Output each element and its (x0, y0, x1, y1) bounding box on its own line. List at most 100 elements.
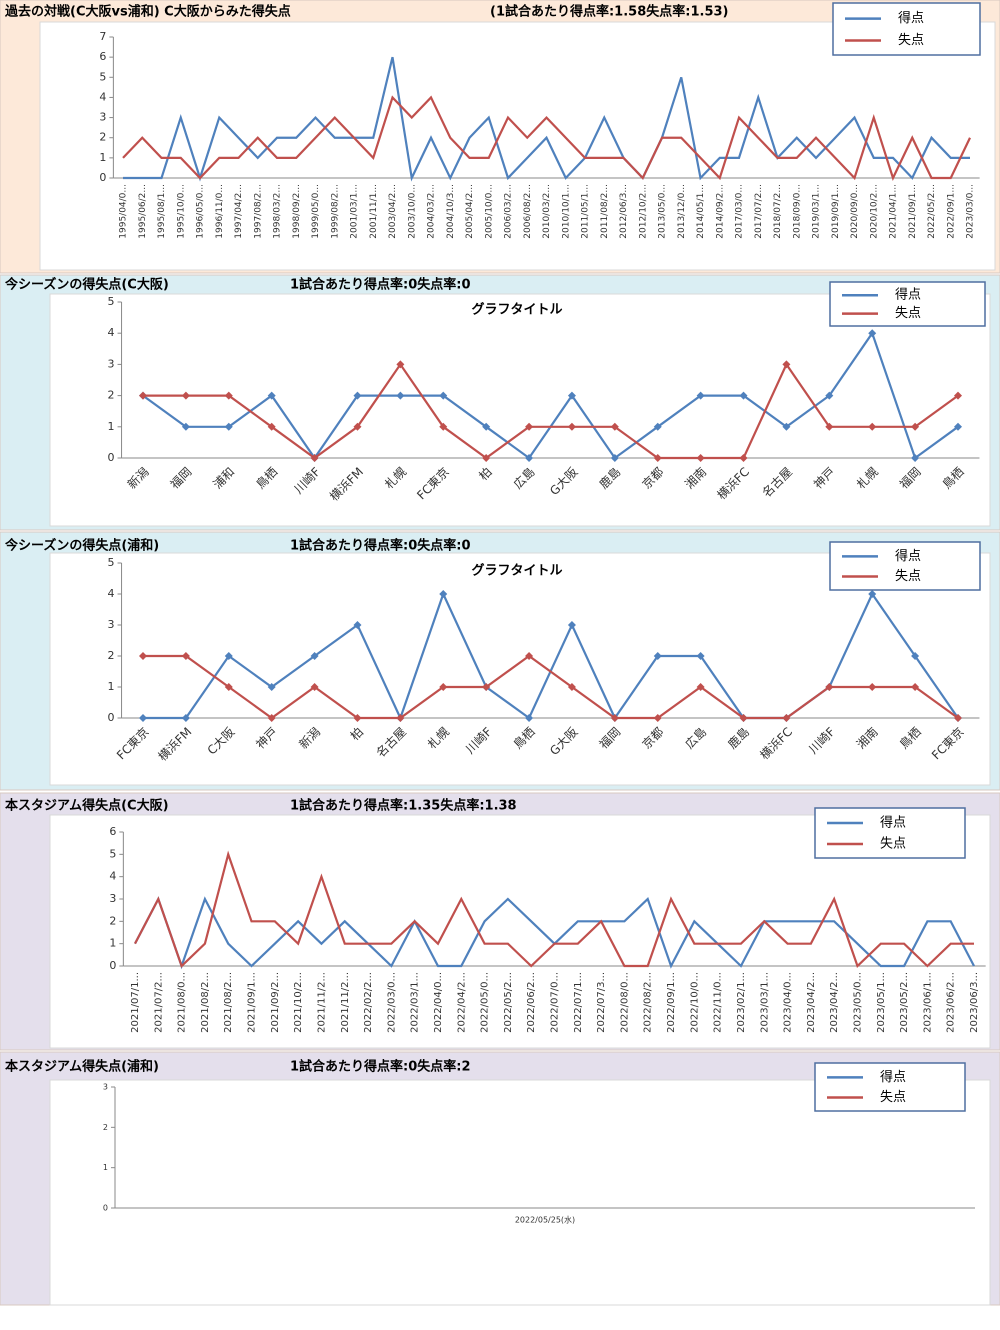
section-title: 今シーズンの得失点(浦和) (4, 538, 159, 554)
y-tick-label: 3 (99, 111, 106, 124)
x-tick-label: 1997/04/2... (234, 184, 244, 239)
point-marker (267, 714, 276, 722)
x-tick-label: 2023/05/0... (852, 972, 863, 1033)
x-tick-label: 2013/05/0... (658, 184, 668, 239)
x-tick-label: 2021/11/2... (316, 972, 327, 1033)
section-rates: 1試合あたり得点率:0失点率:2 (290, 1059, 471, 1075)
point-marker (353, 422, 362, 431)
x-tick-label: 2005/10/0... (484, 184, 494, 239)
point-marker (825, 683, 834, 691)
point-marker (139, 652, 147, 660)
x-tick-label: 2019/03/1... (812, 184, 822, 239)
legend-label: 失点 (898, 33, 924, 48)
x-tick-label: 2020/09/0... (850, 184, 860, 239)
x-tick-label: 2010/10/1... (561, 184, 571, 239)
y-tick-label: 3 (108, 618, 115, 631)
point-marker (353, 714, 362, 722)
x-tick-label: 2021/07/1... (130, 972, 141, 1033)
legend-label: 失点 (880, 837, 906, 852)
x-tick-label: 2023/05/2... (899, 972, 910, 1033)
legend-label: 失点 (895, 569, 921, 584)
legend-label: 得点 (895, 287, 921, 303)
x-tick-label: 2022/03/0... (386, 972, 397, 1033)
y-tick-label: 0 (99, 171, 106, 184)
x-tick-label: 2001/03/1... (350, 184, 360, 239)
x-tick-label: 2022/04/0... (433, 972, 444, 1033)
point-marker (911, 422, 920, 431)
x-tick-label: 2005/04/2... (465, 184, 475, 239)
x-tick-label: 2021/09/1... (908, 184, 918, 239)
y-tick-label: 5 (108, 556, 115, 569)
point-marker (181, 714, 190, 722)
point-marker (224, 391, 233, 400)
point-marker (868, 590, 877, 598)
x-tick-label: 1995/08/1... (157, 184, 167, 239)
legend-box (829, 541, 981, 591)
x-tick-label: 2011/05/1... (581, 184, 591, 239)
point-marker (224, 683, 233, 691)
chart-title: グラフタイトル (471, 302, 562, 318)
x-tick-label: 2023/06/2... (946, 972, 957, 1033)
x-tick-label: 2022/08/2... (643, 972, 654, 1033)
point-marker (139, 391, 147, 400)
x-tick-label: 2022/05/2... (927, 184, 937, 239)
y-tick-label: 4 (99, 90, 106, 103)
point-marker (567, 683, 576, 691)
x-tick-label: 2012/10/2... (638, 184, 648, 239)
point-marker (653, 714, 662, 722)
y-tick-label: 5 (108, 295, 115, 308)
x-tick-label: 2021/08/2... (223, 972, 234, 1033)
y-tick-label: 3 (108, 357, 115, 370)
point-marker (396, 714, 405, 722)
legend-label: 失点 (895, 306, 921, 321)
point-marker (653, 454, 662, 462)
point-marker (696, 652, 705, 660)
legend-box (829, 281, 986, 327)
x-tick-label: 2023/06/1... (922, 972, 933, 1033)
x-tick-label: 2022/08/0... (619, 972, 630, 1033)
section-rates: 1試合あたり得点率:0失点率:0 (290, 277, 471, 293)
x-tick-label: 2014/09/2... (715, 184, 725, 239)
legend-box (814, 1062, 966, 1112)
y-tick-label: 1 (99, 151, 106, 164)
point-marker (911, 454, 920, 462)
point-marker (868, 422, 877, 431)
chart-area (49, 293, 991, 527)
x-tick-label: 2012/06/3... (619, 184, 629, 239)
point-marker (825, 391, 834, 400)
point-marker (653, 422, 662, 431)
y-tick-label: 1 (103, 1163, 108, 1172)
point-marker (567, 621, 576, 629)
point-marker (610, 422, 619, 431)
legend-label: 得点 (880, 815, 906, 831)
x-tick-label: 2023/06/3... (969, 972, 980, 1033)
x-tick-label: 2014/05/1... (696, 184, 706, 239)
x-tick-label: 1998/03/2... (273, 184, 283, 239)
section-rates: (1試合あたり得点率:1.58失点率:1.53) (490, 4, 728, 20)
point-marker (224, 422, 233, 431)
x-tick-label: 2022/02/2... (363, 972, 374, 1033)
x-tick-label: 1995/06/2... (138, 184, 148, 239)
x-tick-label: 2022/03/1... (410, 972, 421, 1033)
x-tick-label: 2013/12/0... (677, 184, 687, 239)
x-tick-label: 2022/05/2... (503, 972, 514, 1033)
section-rates: 1試合あたり得点率:1.35失点率:1.38 (290, 798, 517, 814)
x-tick-label: 2004/03/2... (427, 184, 437, 239)
y-tick-label: 2 (108, 649, 115, 662)
point-marker (525, 714, 534, 722)
point-marker (224, 652, 233, 660)
x-tick-label: 2021/09/1... (247, 972, 258, 1033)
point-marker (954, 422, 962, 431)
point-marker (439, 683, 448, 691)
point-marker (139, 714, 147, 722)
x-tick-label: 2021/07/2... (153, 972, 164, 1033)
x-tick-label: 2023/05/1... (876, 972, 887, 1033)
series-line (143, 654, 959, 720)
y-tick-label: 4 (108, 326, 115, 339)
point-marker (525, 652, 534, 660)
y-tick-label: 2 (99, 131, 106, 144)
x-tick-label: 2021/10/2... (293, 972, 304, 1033)
point-marker (610, 714, 619, 722)
series-line (122, 95, 971, 181)
x-tick-label: 2022/05/25(水) (515, 1215, 575, 1225)
